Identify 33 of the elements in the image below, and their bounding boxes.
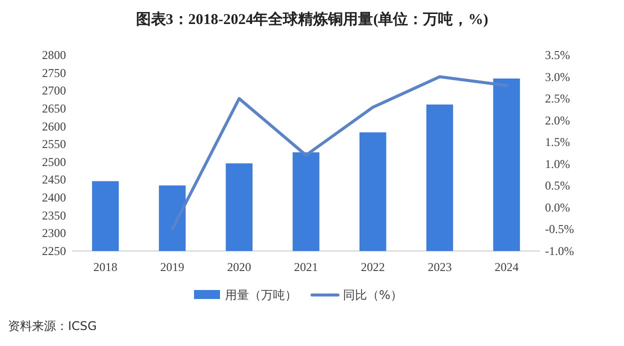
y-tick-label: 2400 — [42, 190, 66, 205]
y2-tick-label: -1.0% — [545, 244, 574, 258]
y-tick-label: 2800 — [42, 48, 66, 62]
x-tick-label: 2022 — [360, 260, 385, 274]
x-tick-label: 2018 — [93, 260, 118, 274]
y2-tick-label: 0.5% — [545, 178, 570, 193]
y2-tick-label: 1.0% — [545, 156, 570, 171]
y2-tick-label: 0.0% — [545, 200, 570, 214]
y-tick-label: 2600 — [42, 119, 66, 134]
y2-tick-label: 3.0% — [545, 70, 570, 84]
y-tick-label: 2700 — [42, 84, 66, 98]
y-tick-label: 2350 — [42, 208, 66, 222]
y2-tick-label: 2.0% — [545, 113, 570, 128]
y-tick-label: 2550 — [42, 137, 66, 152]
x-tick-label: 2021 — [294, 260, 318, 274]
x-tick-label: 2019 — [160, 260, 184, 274]
y-tick-label: 2500 — [42, 154, 66, 169]
y2-tick-label: 1.5% — [545, 135, 570, 150]
x-tick-label: 2023 — [428, 260, 452, 274]
y-tick-label: 2650 — [42, 101, 66, 116]
legend-label: 同比（%） — [343, 288, 402, 302]
y-tick-label: 2750 — [42, 66, 66, 80]
y-tick-label: 2250 — [42, 244, 66, 258]
legend-label: 用量（万吨） — [225, 288, 297, 302]
y2-tick-label: 2.5% — [545, 92, 570, 106]
y-tick-label: 2450 — [42, 172, 66, 187]
y-tick-label: 2300 — [42, 226, 66, 240]
y2-tick-label: 3.5% — [545, 48, 570, 62]
x-tick-label: 2024 — [494, 260, 519, 274]
y2-tick-label: -0.5% — [545, 222, 574, 236]
x-tick-label: 2020 — [227, 260, 252, 274]
chart-title: 图表3：2018-2024年全球精炼铜用量(单位：万吨，%) — [136, 11, 488, 28]
text: 资料来源：ICSG — [8, 319, 97, 333]
